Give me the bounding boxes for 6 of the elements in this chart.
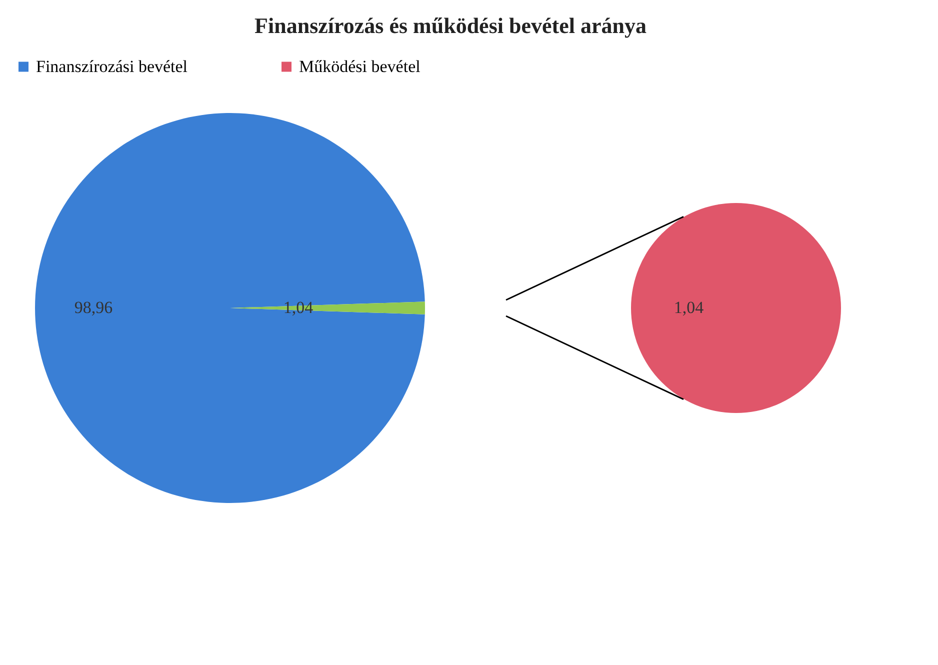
chart-title: Finanszírozás és működési bevétel aránya xyxy=(254,13,646,38)
data-label: 98,96 xyxy=(74,298,113,317)
data-label: 1,04 xyxy=(674,298,704,317)
legend-label: Finanszírozási bevétel xyxy=(36,56,188,76)
legend-label: Működési bevétel xyxy=(299,56,421,76)
pie-slice xyxy=(35,113,425,503)
